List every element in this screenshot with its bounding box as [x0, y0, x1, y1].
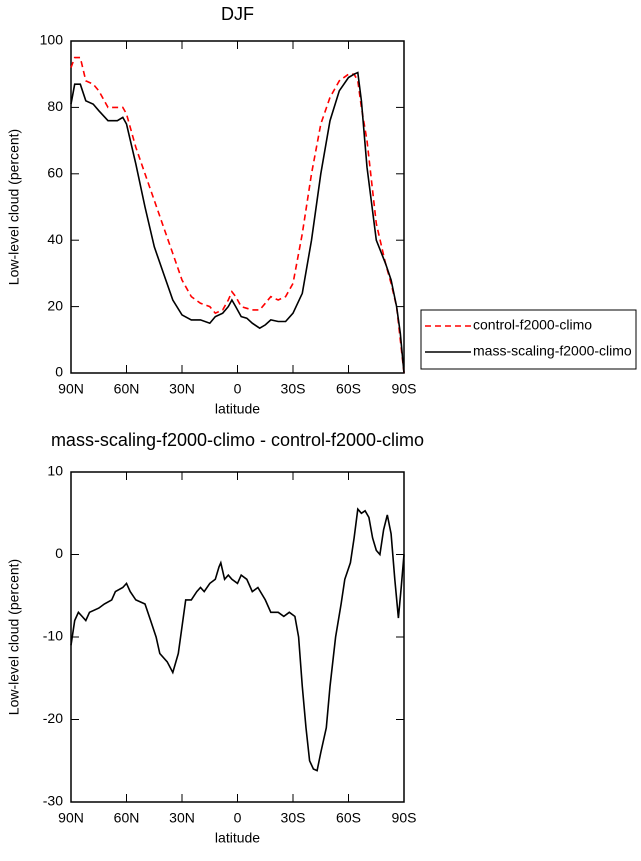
data-line	[70, 71, 405, 374]
y-tick-label: -10	[43, 628, 63, 644]
plot-frame	[70, 40, 405, 374]
y-tick-label: 0	[55, 364, 63, 380]
x-tick-label: 0	[234, 381, 242, 397]
y-tick-label: 10	[47, 463, 63, 479]
y-tick-label: 60	[47, 165, 63, 181]
y-tick-label: 100	[40, 32, 64, 48]
data-line	[70, 507, 405, 772]
legend-label: control-f2000-climo	[473, 317, 592, 333]
y-tick-label: 20	[47, 297, 63, 313]
y-tick-label: 80	[47, 98, 63, 114]
y-tick-label: 40	[47, 231, 63, 247]
y-tick-label: 0	[55, 545, 63, 561]
y-axis-label: Low-level cloud (percent)	[6, 129, 22, 285]
x-tick-label: 90S	[392, 381, 417, 397]
legend-box	[420, 309, 637, 370]
x-tick-label: 60N	[114, 810, 140, 826]
plot-frame	[70, 471, 405, 803]
x-tick-label: 90S	[392, 810, 417, 826]
chart-title: DJF	[221, 4, 254, 24]
y-axis-label: Low-level cloud (percent)	[6, 559, 22, 715]
x-tick-label: 60N	[114, 381, 140, 397]
y-tick-label: -20	[43, 710, 63, 726]
x-tick-label: 30S	[281, 810, 306, 826]
y-tick-label: -30	[43, 793, 63, 809]
x-tick-label: 90N	[58, 810, 84, 826]
x-axis-label: latitude	[215, 830, 260, 846]
x-tick-label: 60S	[336, 810, 361, 826]
data-line	[70, 56, 405, 374]
legend-label: mass-scaling-f2000-climo	[473, 343, 632, 359]
x-tick-label: 0	[234, 810, 242, 826]
x-tick-label: 60S	[336, 381, 361, 397]
chart-title: mass-scaling-f2000-climo - control-f2000…	[51, 430, 424, 450]
x-tick-label: 30N	[169, 810, 195, 826]
x-tick-label: 30N	[169, 381, 195, 397]
x-axis-label: latitude	[215, 401, 260, 417]
x-tick-label: 90N	[58, 381, 84, 397]
x-tick-label: 30S	[281, 381, 306, 397]
